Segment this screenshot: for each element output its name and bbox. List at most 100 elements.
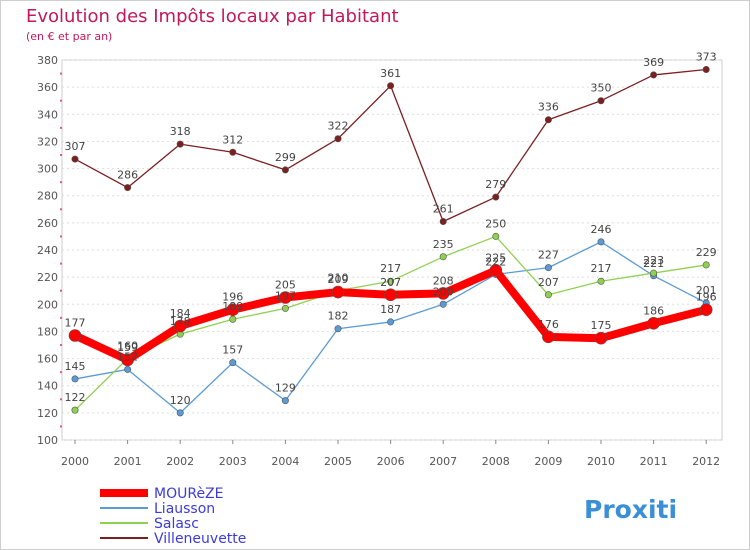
- data-label: 196: [696, 291, 717, 304]
- x-tick-label: 2002: [166, 455, 194, 468]
- data-point: [439, 253, 447, 261]
- data-point: [702, 66, 710, 74]
- y-tick-label: 140: [37, 380, 58, 393]
- data-label: 299: [275, 151, 296, 164]
- data-point: [439, 218, 447, 226]
- data-label: 197: [275, 289, 296, 302]
- x-tick-label: 2000: [61, 455, 89, 468]
- x-tick-label: 2006: [377, 455, 405, 468]
- data-label: 177: [65, 317, 86, 330]
- data-label: 361: [380, 67, 401, 80]
- data-point: [281, 166, 289, 174]
- data-point: [387, 277, 395, 285]
- data-point: [229, 315, 237, 323]
- y-tick-label: 360: [37, 81, 58, 94]
- y-tick-label: 160: [37, 353, 58, 366]
- data-point: [544, 291, 552, 299]
- y-tick-label: 120: [37, 407, 58, 420]
- y-tick-label: 320: [37, 135, 58, 148]
- data-label: 187: [380, 303, 401, 316]
- data-point: [124, 184, 132, 192]
- x-tick-label: 2003: [219, 455, 247, 468]
- y-tick-label: 240: [37, 244, 58, 257]
- data-point: [387, 318, 395, 326]
- data-label: 307: [65, 140, 86, 153]
- data-label: 286: [117, 169, 138, 182]
- data-point: [647, 316, 660, 330]
- data-label: 157: [222, 344, 243, 357]
- x-tick-label: 2011: [640, 455, 668, 468]
- data-label: 350: [591, 82, 612, 95]
- data-point: [71, 155, 79, 163]
- data-label: 322: [328, 120, 349, 133]
- x-tick-label: 2009: [534, 455, 562, 468]
- data-label: 369: [643, 56, 664, 69]
- x-tick-label: 2008: [482, 455, 510, 468]
- data-label: 122: [65, 391, 86, 404]
- data-label: 235: [433, 238, 454, 251]
- data-point: [544, 116, 552, 124]
- chart-title: Evolution des Impôts locaux par Habitant: [26, 6, 399, 27]
- data-point: [384, 288, 397, 302]
- data-label: 221: [643, 257, 664, 270]
- series: [68, 66, 713, 417]
- x-tick-label: 2004: [271, 455, 299, 468]
- data-label: 152: [117, 350, 138, 363]
- x-tick-label: 2012: [692, 455, 720, 468]
- y-tick-label: 340: [37, 108, 58, 121]
- data-label: 225: [485, 251, 506, 264]
- data-label: 207: [538, 276, 559, 289]
- x-tick-label: 2001: [114, 455, 142, 468]
- data-label: 222: [485, 255, 506, 268]
- data-label: 318: [170, 125, 191, 138]
- data-point: [436, 287, 450, 300]
- legend-entry: Villeneuvette: [100, 531, 246, 547]
- proxiti-logo: Proxiti: [584, 495, 677, 524]
- data-label: 182: [328, 310, 349, 323]
- data-label: 210: [328, 272, 349, 285]
- data-label: 120: [170, 394, 191, 407]
- data-point: [650, 71, 658, 79]
- x-tick-label: 2005: [324, 455, 352, 468]
- data-point: [334, 135, 342, 143]
- data-point: [124, 365, 132, 373]
- data-point: [279, 291, 292, 304]
- y-tick-label: 280: [37, 190, 58, 203]
- series-3: [71, 66, 710, 226]
- data-point: [702, 261, 710, 269]
- legend-entry: MOURèZE: [100, 486, 224, 502]
- y-tick-label: 180: [37, 325, 58, 338]
- legend-label: Salasc: [154, 516, 199, 532]
- data-point: [226, 303, 240, 317]
- data-label: 209: [328, 273, 349, 286]
- data-point: [331, 285, 345, 299]
- legend-label: Villeneuvette: [154, 531, 246, 547]
- data-point: [597, 277, 605, 285]
- data-point: [439, 300, 447, 308]
- data-label: 207: [380, 276, 401, 289]
- data-point: [121, 353, 134, 367]
- data-label: 189: [222, 300, 243, 313]
- data-point: [173, 319, 187, 333]
- data-point: [492, 193, 500, 201]
- legend-label: Liausson: [154, 501, 215, 517]
- data-label: 208: [433, 274, 454, 287]
- legend-entry: Liausson: [100, 501, 215, 517]
- data-label: 279: [485, 178, 506, 191]
- data-label: 250: [485, 217, 506, 230]
- data-label: 223: [643, 254, 664, 267]
- x-axis-ticks: 2000 2001 2002 2003 2004 2005 2006 2007 2008 2009…: [61, 440, 720, 468]
- data-label: 229: [696, 246, 717, 259]
- data-label: 160: [117, 340, 138, 353]
- data-point: [281, 304, 289, 312]
- y-tick-label: 300: [37, 163, 58, 176]
- data-label: 201: [696, 284, 717, 297]
- y-axis-ticks: 100 120 140 160 180 200 220 240 260 280 300 320 340 3…: [37, 54, 62, 447]
- data-label: 175: [591, 319, 612, 332]
- data-label: 176: [538, 318, 559, 331]
- legend-entry: Salasc: [100, 516, 199, 532]
- data-label: 312: [222, 133, 243, 146]
- data-point: [597, 97, 605, 105]
- data-point: [387, 82, 395, 90]
